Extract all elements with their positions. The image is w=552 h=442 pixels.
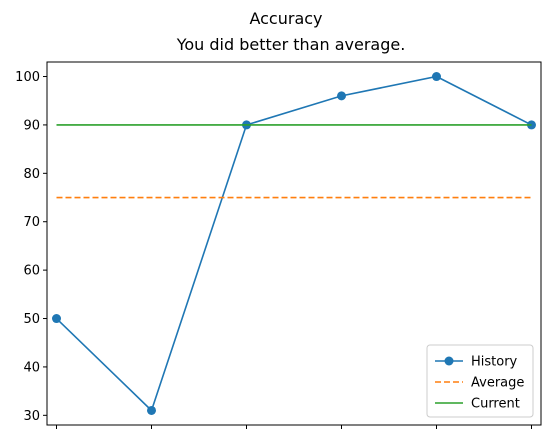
y-tick-label: 50 xyxy=(23,312,40,327)
data-point-history xyxy=(337,91,346,101)
chart-title: Accuracy xyxy=(249,9,322,28)
plot-frame xyxy=(46,61,542,426)
data-point-history xyxy=(432,72,441,82)
series-layer xyxy=(52,72,536,415)
x-axis xyxy=(56,425,532,429)
data-point-history xyxy=(52,314,61,324)
legend-label-current: Current xyxy=(471,397,520,412)
y-tick-label: 70 xyxy=(23,215,40,230)
y-tick-label: 30 xyxy=(23,409,40,424)
chart-subtitle: You did better than average. xyxy=(176,35,406,54)
series-line-history xyxy=(55,75,532,412)
y-tick-label: 90 xyxy=(23,118,40,133)
y-tick-label: 60 xyxy=(23,264,40,279)
y-tick-label: 40 xyxy=(23,360,40,375)
y-tick-label: 100 xyxy=(15,70,40,85)
legend-box xyxy=(426,344,534,418)
legend-label-history: History xyxy=(471,355,518,370)
legend: History Average Current xyxy=(426,344,534,418)
y-tick-label: 80 xyxy=(23,167,40,182)
legend-label-average: Average xyxy=(471,376,524,391)
y-axis: 30 40 50 60 70 80 90 100 xyxy=(15,70,47,424)
data-point-history xyxy=(147,405,156,415)
legend-marker xyxy=(444,356,454,366)
